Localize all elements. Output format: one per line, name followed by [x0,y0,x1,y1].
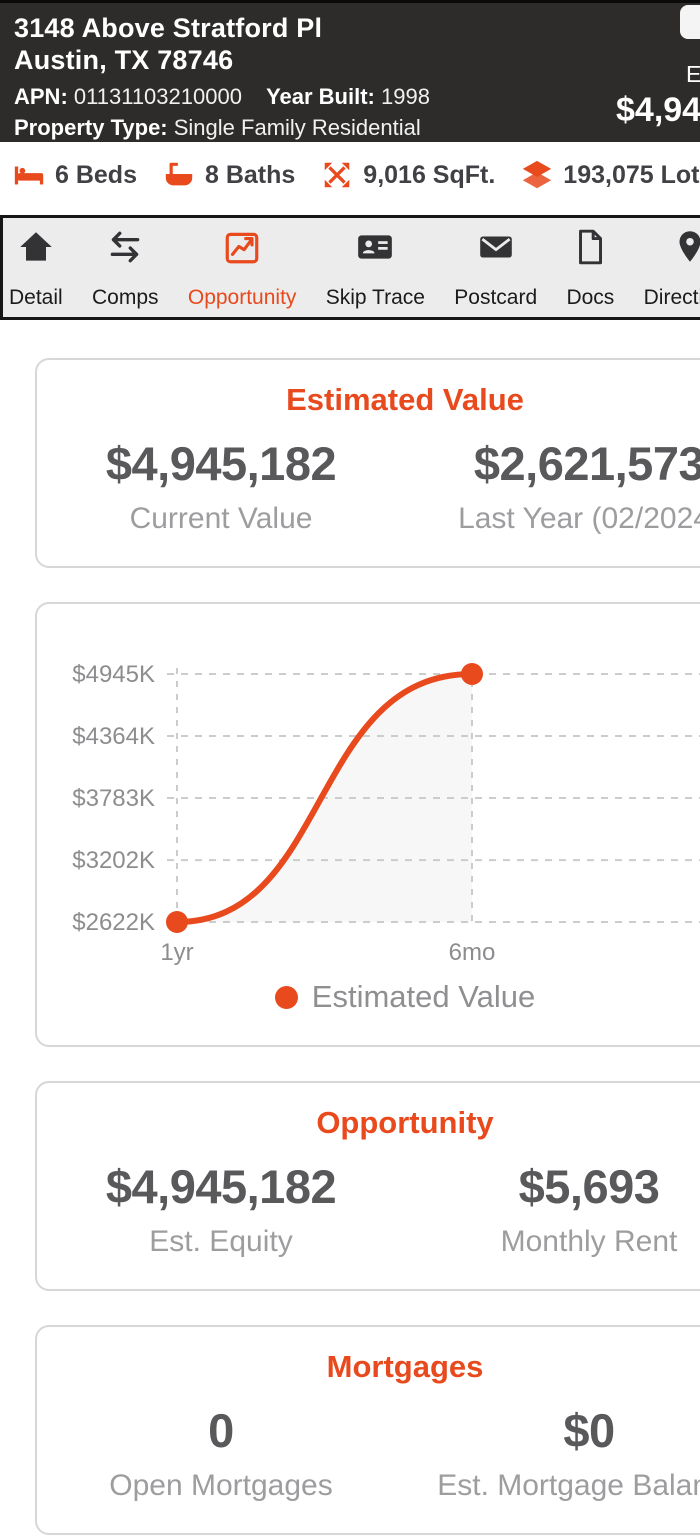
est-value-label: Est. Value [686,61,700,87]
property-type-value: Single Family Residential [173,115,421,140]
year-built-label: Year Built: [266,84,375,109]
legend-label: Estimated Value [311,979,536,1014]
svg-text:$3783K: $3783K [72,785,155,812]
apn-label: APN: [14,84,68,109]
envelope-icon [476,227,516,272]
contact-card-icon [355,227,395,272]
opportunity-card: Opportunity $4,945,182 Est. Equity $5,69… [35,1081,700,1291]
home-icon [16,227,56,272]
svg-text:6mo: 6mo [449,939,496,966]
address-line1: 3148 Above Stratford Pl [14,13,323,43]
compare-arrows-icon [105,227,145,272]
baths-stat: 8 Baths [162,158,295,192]
apn-year-line: APN: 01131103210000 Year Built: 1998 [14,84,700,110]
chart-icon [222,227,262,272]
header-est-value: Est. Value $4,945,182 [616,61,700,130]
tab-postcard[interactable]: Postcard [454,227,537,310]
bath-icon [162,158,196,192]
last-year-value: $2,621,573 [473,437,700,490]
est-equity-value: $4,945,182 [105,1160,337,1213]
current-value-cell: $4,945,182 Current Value [37,436,405,536]
sqft-expand-icon [320,158,354,192]
tab-skip-trace-label: Skip Trace [325,286,425,309]
mortgage-balance-value: $0 [563,1404,615,1457]
property-type-line: Property Type: Single Family Residential [14,115,700,141]
beds-stat: 6 Beds [12,158,137,192]
tab-directions-label: Directions [643,286,700,309]
value-trend-chart-card: $4945K $4364K $3783K $3202K $2622K 1yr 6mo Est… [35,602,700,1047]
tab-postcard-label: Postcard [454,286,538,309]
baths-value: 8 Baths [204,160,296,189]
est-equity-cell: $4,945,182 Est. Equity [37,1159,405,1259]
lot-value: 193,075 Lot SqFt. [563,160,700,189]
sqft-stat: 9,016 SqFt. [320,158,495,192]
tab-docs-label: Docs [566,286,615,309]
current-value-label: Current Value [129,502,313,535]
monthly-rent-cell: $5,693 Monthly Rent [405,1159,700,1259]
estimated-value-card: Estimated Value $4,945,182 Current Value… [35,358,700,568]
tab-docs[interactable]: Docs [566,227,614,310]
current-value: $4,945,182 [105,437,337,490]
monthly-rent-value: $5,693 [518,1160,660,1213]
tab-comps-label: Comps [92,286,159,309]
tab-opportunity-label: Opportunity [187,286,297,309]
tab-detail[interactable]: Detail [9,227,63,310]
last-year-value-cell: $2,621,573 Last Year (02/2024) [405,436,700,536]
open-mortgages-cell: 0 Open Mortgages [37,1403,405,1503]
svg-text:$2622K: $2622K [72,909,155,936]
est-equity-label: Est. Equity [149,1225,293,1258]
header-corner-icon[interactable] [680,5,700,39]
bed-icon [12,158,46,192]
open-mortgages-label: Open Mortgages [109,1469,333,1502]
monthly-rent-label: Monthly Rent [500,1225,678,1258]
svg-text:$3202K: $3202K [72,847,155,874]
sqft-value: 9,016 SqFt. [363,160,496,189]
property-stats: 6 Beds 8 Baths [0,142,700,208]
pdf-doc-icon [570,227,610,272]
year-built-value: 1998 [381,84,430,109]
open-mortgages-value: 0 [208,1404,234,1457]
tab-directions[interactable]: Directions [644,227,700,310]
mortgage-balance-label: Est. Mortgage Balance [437,1469,700,1502]
svg-text:1yr: 1yr [160,939,193,966]
tab-comps[interactable]: Comps [92,227,159,310]
property-type-label: Property Type: [14,115,168,140]
mortgages-title: Mortgages [326,1349,484,1384]
opportunity-title: Opportunity [316,1105,494,1140]
chart-legend: Estimated Value [37,975,700,1045]
mortgages-card: Mortgages 0 Open Mortgages $0 Est. Mortg… [35,1325,700,1535]
tab-opportunity[interactable]: Opportunity [187,227,297,310]
map-pin-icon [670,227,700,272]
last-year-value-label: Last Year (02/2024) [458,502,700,535]
lot-stat: 193,075 Lot SqFt. [520,158,700,192]
beds-value: 6 Beds [55,160,137,189]
address-line2: Austin, TX 78746 [14,45,234,75]
tab-skip-trace[interactable]: Skip Trace [326,227,425,310]
estimated-value-title: Estimated Value [286,382,524,417]
svg-text:$4945K: $4945K [72,661,155,688]
property-header: 3148 Above Stratford Pl Austin, TX 78746… [0,0,700,142]
tab-detail-label: Detail [9,286,63,309]
property-nav-bar: Detail Comps Opportunity [0,215,700,320]
lot-layers-icon [520,158,554,192]
svg-text:$4364K: $4364K [72,723,155,750]
legend-dot-icon [274,985,298,1009]
est-value-amount: $4,945,182 [616,91,700,129]
apn-value: 01131103210000 [73,84,242,109]
mortgage-balance-cell: $0 Est. Mortgage Balance [405,1403,700,1503]
